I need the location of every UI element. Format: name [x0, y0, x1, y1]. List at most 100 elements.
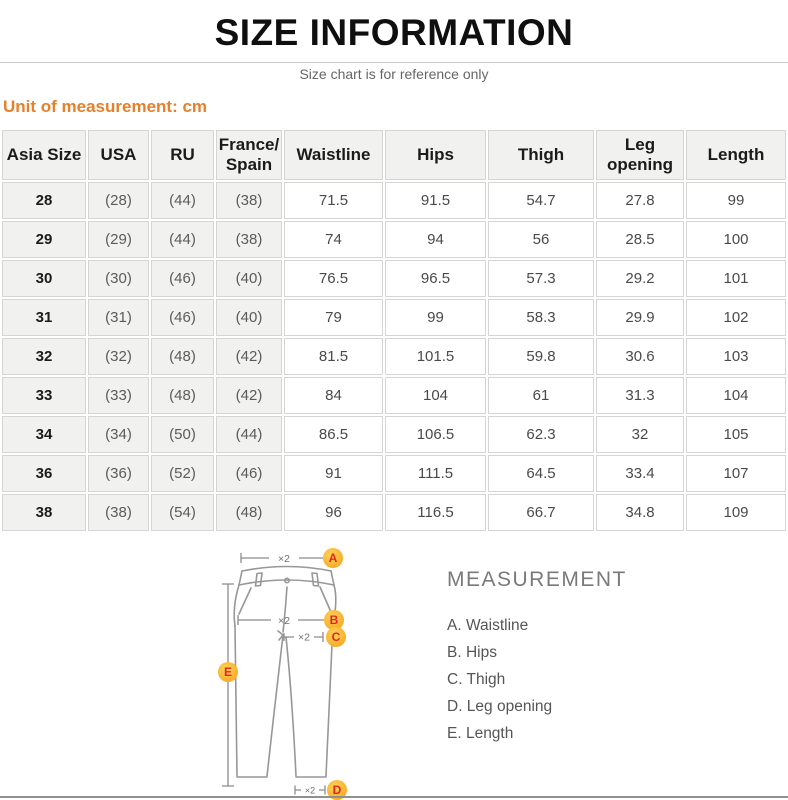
size-cell: 99: [686, 182, 786, 219]
size-cell: 36: [2, 455, 86, 492]
size-cell: 28: [2, 182, 86, 219]
size-table-body: 28 (28) (44) (38) 71.5 91.5 54.7 27.8 99 29 (29) (4…: [2, 182, 786, 531]
pants-measurement-diagram: ×2 ×2 ×2 ×2 A B C D: [218, 548, 347, 800]
size-cell: (46): [216, 455, 282, 492]
size-table-header: Asia Size USA RU France/ Spain Waistline Hips…: [2, 130, 786, 180]
size-cell: (38): [88, 494, 149, 531]
badge-b-icon: B: [324, 610, 344, 630]
size-cell: 71.5: [284, 182, 383, 219]
size-cell: (38): [216, 182, 282, 219]
size-cell: (34): [88, 416, 149, 453]
column-header: Waistline: [284, 130, 383, 180]
size-cell: (48): [151, 377, 214, 414]
size-cell: (54): [151, 494, 214, 531]
size-cell: (52): [151, 455, 214, 492]
size-cell: 84: [284, 377, 383, 414]
column-header: Hips: [385, 130, 486, 180]
legend-item: A. Waistline: [447, 617, 529, 634]
size-cell: 91.5: [385, 182, 486, 219]
measurement-list: A. Waistline B. Hips C. Thigh D. Leg openin…: [447, 612, 627, 747]
size-cell: 100: [686, 221, 786, 258]
size-cell: 38: [2, 494, 86, 531]
size-cell: 107: [686, 455, 786, 492]
table-row: 33 (33) (48) (42) 84 104 61 31.3 104: [2, 377, 786, 414]
size-cell: (44): [151, 182, 214, 219]
size-cell: 56: [488, 221, 594, 258]
size-cell: (50): [151, 416, 214, 453]
size-cell: (46): [151, 260, 214, 297]
bottom-divider: [0, 796, 788, 798]
table-row: 38 (38) (54) (48) 96 116.5 66.7 34.8 109: [2, 494, 786, 531]
size-cell: 29.2: [596, 260, 684, 297]
unit-of-measurement-note: Unit of measurement: cm: [3, 97, 208, 116]
size-table: Asia Size USA RU France/ Spain Waistline Hips…: [0, 128, 788, 533]
size-cell: 57.3: [488, 260, 594, 297]
badge-d-icon: D: [327, 780, 347, 800]
size-cell: 96.5: [385, 260, 486, 297]
size-cell: 33.4: [596, 455, 684, 492]
multiplier-label-leg-opening: ×2: [305, 786, 315, 796]
size-cell: 79: [284, 299, 383, 336]
size-cell: (40): [216, 299, 282, 336]
multiplier-label-waist: ×2: [278, 553, 290, 565]
size-cell: 74: [284, 221, 383, 258]
legend-item: D. Leg opening: [447, 698, 553, 715]
size-cell: (28): [88, 182, 149, 219]
size-cell: (30): [88, 260, 149, 297]
size-cell: 31.3: [596, 377, 684, 414]
size-cell: 32: [596, 416, 684, 453]
size-cell: 34: [2, 416, 86, 453]
table-row: 29 (29) (44) (38) 74 94 56 28.5 100: [2, 221, 786, 258]
column-header: Thigh: [488, 130, 594, 180]
size-cell: 104: [686, 377, 786, 414]
legend-item: B. Hips: [447, 644, 497, 661]
size-cell: 86.5: [284, 416, 383, 453]
column-header: USA: [88, 130, 149, 180]
column-header: Leg opening: [596, 130, 684, 180]
size-cell: 58.3: [488, 299, 594, 336]
size-cell: 34.8: [596, 494, 684, 531]
size-cell: (38): [216, 221, 282, 258]
size-cell: 66.7: [488, 494, 594, 531]
size-cell: 76.5: [284, 260, 383, 297]
size-cell: (42): [216, 338, 282, 375]
size-cell: 102: [686, 299, 786, 336]
size-cell: 64.5: [488, 455, 594, 492]
multiplier-label-thigh: ×2: [298, 632, 310, 644]
size-cell: 101.5: [385, 338, 486, 375]
size-cell: (33): [88, 377, 149, 414]
column-header: Asia Size: [2, 130, 86, 180]
size-cell: 33: [2, 377, 86, 414]
badge-e-icon: E: [218, 662, 238, 682]
size-cell: 103: [686, 338, 786, 375]
size-cell: 59.8: [488, 338, 594, 375]
size-cell: (29): [88, 221, 149, 258]
svg-text:D: D: [333, 783, 342, 797]
measurement-legend: MEASUREMENT A. Waistline B. Hips C. Thigh D…: [447, 568, 627, 747]
size-cell: 101: [686, 260, 786, 297]
size-cell: (42): [216, 377, 282, 414]
size-cell: 54.7: [488, 182, 594, 219]
size-cell: (46): [151, 299, 214, 336]
table-row: 28 (28) (44) (38) 71.5 91.5 54.7 27.8 99: [2, 182, 786, 219]
size-cell: (32): [88, 338, 149, 375]
legend-item: E. Length: [447, 725, 514, 742]
table-row: 36 (36) (52) (46) 91 111.5 64.5 33.4 107: [2, 455, 786, 492]
size-cell: 106.5: [385, 416, 486, 453]
svg-text:B: B: [330, 613, 339, 627]
size-cell: (44): [216, 416, 282, 453]
size-cell: 111.5: [385, 455, 486, 492]
size-cell: 32: [2, 338, 86, 375]
size-cell: 105: [686, 416, 786, 453]
size-cell: 62.3: [488, 416, 594, 453]
size-cell: 91: [284, 455, 383, 492]
svg-text:E: E: [224, 665, 232, 679]
column-header: France/ Spain: [216, 130, 282, 180]
size-cell: (31): [88, 299, 149, 336]
table-row: 32 (32) (48) (42) 81.5 101.5 59.8 30.6 103: [2, 338, 786, 375]
column-header: Length: [686, 130, 786, 180]
column-header: RU: [151, 130, 214, 180]
table-row: 34 (34) (50) (44) 86.5 106.5 62.3 32 105: [2, 416, 786, 453]
size-cell: (48): [216, 494, 282, 531]
